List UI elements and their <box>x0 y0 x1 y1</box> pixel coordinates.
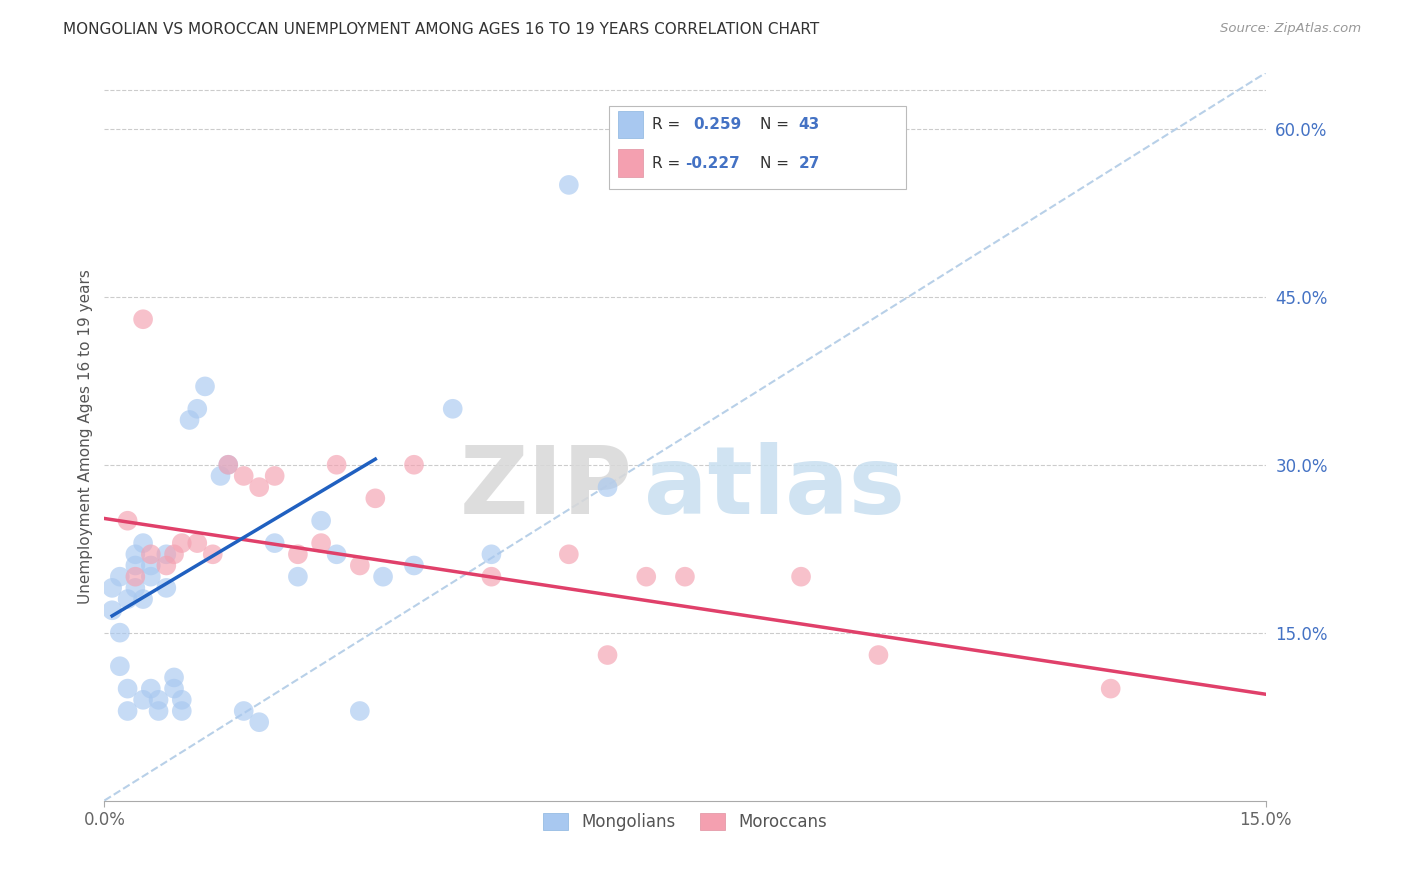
FancyBboxPatch shape <box>617 149 643 177</box>
Point <box>287 570 309 584</box>
Point <box>868 648 890 662</box>
Point <box>108 659 131 673</box>
Point <box>117 704 139 718</box>
Point <box>108 570 131 584</box>
Point <box>790 570 813 584</box>
Point <box>558 178 581 192</box>
Point <box>155 558 177 573</box>
Point <box>349 704 371 718</box>
Point <box>101 581 124 595</box>
Point <box>139 558 162 573</box>
Text: atlas: atlas <box>644 442 905 533</box>
Point <box>124 547 146 561</box>
Point <box>132 592 155 607</box>
Point <box>194 379 217 393</box>
Point <box>349 558 371 573</box>
Point <box>163 670 186 684</box>
Point <box>309 536 332 550</box>
Point <box>673 570 696 584</box>
Point <box>309 514 332 528</box>
Point <box>636 570 658 584</box>
Point <box>117 514 139 528</box>
Text: 0.259: 0.259 <box>693 117 741 132</box>
Point <box>108 625 131 640</box>
Point <box>287 547 309 561</box>
Point <box>325 458 347 472</box>
Text: 43: 43 <box>799 117 820 132</box>
Text: N =: N = <box>761 117 789 132</box>
Point <box>481 570 503 584</box>
Point <box>132 693 155 707</box>
FancyBboxPatch shape <box>617 111 643 138</box>
Point <box>364 491 387 506</box>
Text: R =: R = <box>652 117 681 132</box>
Text: MONGOLIAN VS MOROCCAN UNEMPLOYMENT AMONG AGES 16 TO 19 YEARS CORRELATION CHART: MONGOLIAN VS MOROCCAN UNEMPLOYMENT AMONG… <box>63 22 820 37</box>
Point <box>186 536 208 550</box>
Y-axis label: Unemployment Among Ages 16 to 19 years: Unemployment Among Ages 16 to 19 years <box>79 269 93 604</box>
Text: ZIP: ZIP <box>460 442 633 533</box>
Point <box>132 312 155 326</box>
Text: -0.227: -0.227 <box>685 156 740 170</box>
Point <box>402 458 425 472</box>
Point <box>155 547 177 561</box>
Point <box>596 480 619 494</box>
Point <box>558 547 581 561</box>
Text: Source: ZipAtlas.com: Source: ZipAtlas.com <box>1220 22 1361 36</box>
Point <box>170 536 193 550</box>
Point <box>263 536 285 550</box>
Point <box>117 592 139 607</box>
Point <box>232 469 254 483</box>
Point <box>170 704 193 718</box>
Point <box>179 413 201 427</box>
Point <box>371 570 394 584</box>
Point <box>186 401 208 416</box>
Point <box>247 480 270 494</box>
Point <box>441 401 464 416</box>
Point <box>263 469 285 483</box>
Point <box>132 536 155 550</box>
Text: 27: 27 <box>799 156 820 170</box>
Point <box>596 648 619 662</box>
Point <box>163 547 186 561</box>
Point <box>209 469 232 483</box>
Point <box>217 458 239 472</box>
Point <box>247 715 270 730</box>
Text: R =: R = <box>652 156 681 170</box>
Point <box>124 581 146 595</box>
Point <box>217 458 239 472</box>
Point <box>139 570 162 584</box>
Point <box>101 603 124 617</box>
Point <box>148 693 170 707</box>
Point <box>481 547 503 561</box>
Point <box>124 570 146 584</box>
Point <box>155 581 177 595</box>
Point <box>117 681 139 696</box>
Point <box>201 547 224 561</box>
Point <box>232 704 254 718</box>
Legend: Mongolians, Moroccans: Mongolians, Moroccans <box>534 805 835 839</box>
Point <box>1099 681 1122 696</box>
Point <box>170 693 193 707</box>
Point <box>139 681 162 696</box>
Text: N =: N = <box>761 156 789 170</box>
Point <box>402 558 425 573</box>
Point <box>163 681 186 696</box>
Point <box>139 547 162 561</box>
Point <box>124 558 146 573</box>
FancyBboxPatch shape <box>609 106 905 189</box>
Point <box>325 547 347 561</box>
Point <box>148 704 170 718</box>
